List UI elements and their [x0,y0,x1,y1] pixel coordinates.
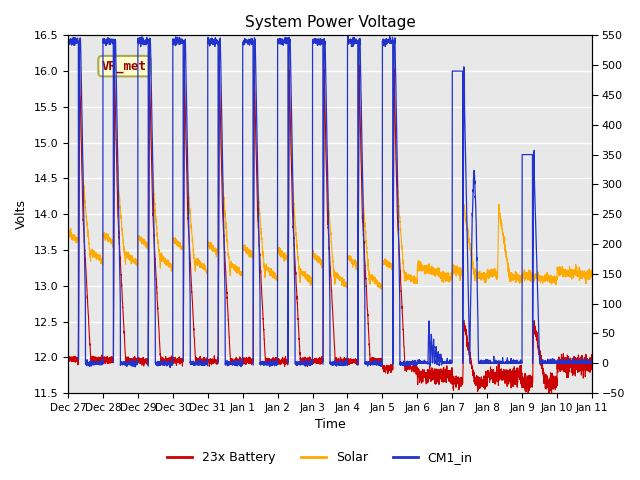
Legend: 23x Battery, Solar, CM1_in: 23x Battery, Solar, CM1_in [163,446,477,469]
Y-axis label: Volts: Volts [15,199,28,229]
Title: System Power Voltage: System Power Voltage [244,15,415,30]
X-axis label: Time: Time [315,419,346,432]
Text: VR_met: VR_met [102,60,147,72]
